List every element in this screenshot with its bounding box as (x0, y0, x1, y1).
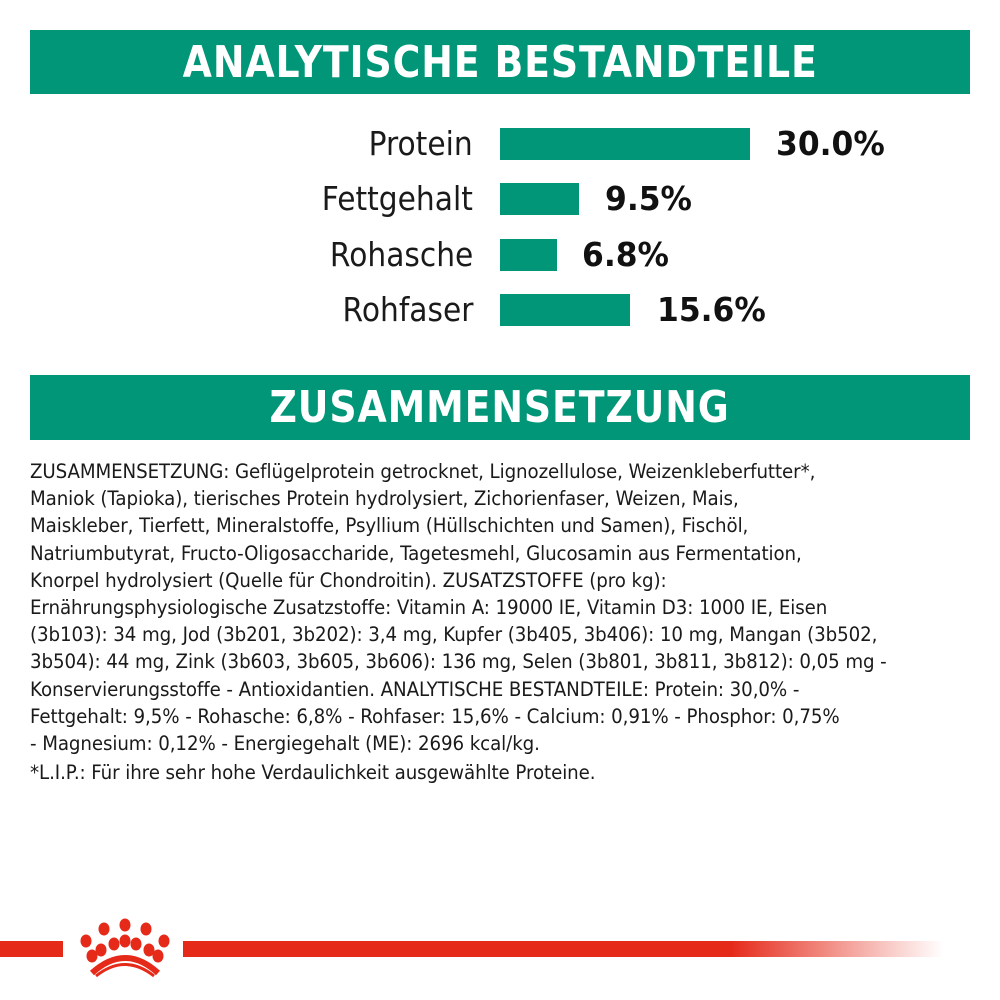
row-value: 6.8% (582, 235, 669, 274)
analysis-title: ANALYTISCHE BESTANDTEILE (182, 36, 818, 88)
red-divider-left (0, 941, 63, 957)
composition-text: ZUSAMMENSETZUNG: Geflügelprotein getrock… (30, 458, 975, 786)
composition-header-banner: ZUSAMMENSETZUNG (30, 375, 970, 440)
red-divider-right (183, 941, 943, 957)
brand-footer (0, 905, 1000, 985)
composition-line: (3b103): 34 mg, Jod (3b201, 3b202): 3,4 … (30, 623, 878, 647)
bar-fettgehalt (500, 183, 579, 215)
composition-line: Ernährungsphysiologische Zusatzstoffe: V… (30, 596, 828, 620)
analysis-header-banner: ANALYTISCHE BESTANDTEILE (30, 30, 970, 94)
composition-line: Konservierungsstoffe - Antioxidantien. A… (30, 677, 800, 701)
row-label: Rohasche (329, 235, 473, 274)
bar-protein (500, 128, 750, 160)
composition-title: ZUSAMMENSETZUNG (269, 382, 731, 433)
chart-row-rohasche: Rohasche 6.8% (0, 235, 1000, 274)
composition-line: 3b504): 44 mg, Zink (3b603, 3b605, 3b606… (30, 650, 887, 674)
row-label: Fettgehalt (321, 179, 473, 218)
row-label: Rohfaser (342, 290, 473, 329)
composition-line: Maniok (Tapioka), tierisches Protein hyd… (30, 487, 739, 511)
composition-line: Fettgehalt: 9,5% - Rohasche: 6,8% - Rohf… (30, 704, 840, 728)
composition-line: Maiskleber, Tierfett, Mineralstoffe, Psy… (30, 514, 749, 538)
composition-line: - Magnesium: 0,12% - Energiegehalt (ME):… (30, 732, 540, 756)
composition-paragraph: ZUSAMMENSETZUNG: Geflügelprotein getrock… (30, 458, 975, 757)
footnote: *L.I.P.: Für ihre sehr hohe Verdaulichke… (30, 759, 975, 786)
row-value: 9.5% (605, 179, 692, 218)
chart-row-rohfaser: Rohfaser 15.6% (0, 290, 1000, 329)
composition-line: Knorpel hydrolysiert (Quelle für Chondro… (30, 568, 667, 592)
chart-row-protein: Protein 30.0% (0, 124, 1000, 163)
crown-logo-icon (80, 918, 170, 977)
composition-line: ZUSAMMENSETZUNG: Geflügelprotein getrock… (30, 460, 816, 483)
row-label: Protein (368, 124, 473, 163)
bar-rohasche (500, 239, 557, 271)
footnote-text: *L.I.P.: Für ihre sehr hohe Verdaulichke… (30, 761, 596, 785)
chart-row-fettgehalt: Fettgehalt 9.5% (0, 179, 1000, 218)
bar-rohfaser (500, 294, 630, 326)
row-value: 30.0% (776, 124, 885, 163)
composition-line: Natriumbutyrat, Fructo-Oligosaccharide, … (30, 541, 802, 565)
row-value: 15.6% (657, 290, 766, 329)
